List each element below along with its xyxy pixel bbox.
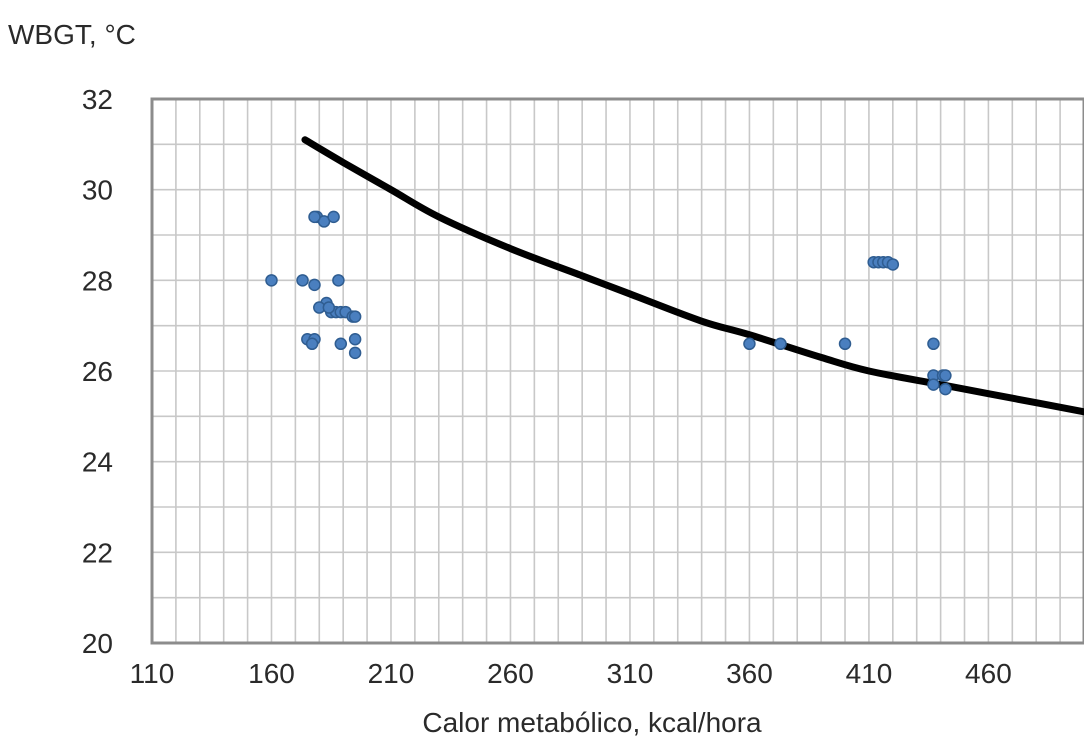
x-tick-label: 210 bbox=[368, 658, 415, 689]
points-layer bbox=[265, 210, 952, 396]
data-point bbox=[774, 337, 787, 351]
data-point bbox=[939, 369, 952, 382]
y-tick-label: 26 bbox=[82, 356, 113, 387]
data-point bbox=[927, 378, 940, 391]
plot-frame bbox=[150, 97, 1084, 645]
y-axis-title: WBGT, °C bbox=[8, 19, 136, 50]
data-point bbox=[348, 310, 362, 323]
x-tick-label: 410 bbox=[846, 658, 893, 689]
x-axis-title: Calor metabólico, kcal/hora bbox=[422, 707, 762, 738]
data-point bbox=[296, 274, 309, 287]
limit-curve bbox=[301, 136, 1084, 416]
data-point bbox=[939, 382, 952, 396]
data-point bbox=[743, 337, 756, 351]
data-point bbox=[308, 210, 321, 224]
y-tick-label: 28 bbox=[82, 265, 113, 296]
data-point bbox=[334, 337, 348, 351]
data-point bbox=[308, 278, 321, 292]
x-tick-label: 260 bbox=[487, 658, 534, 689]
data-point bbox=[886, 258, 900, 271]
data-point bbox=[322, 301, 336, 314]
curve-layer bbox=[301, 136, 1084, 416]
y-tick-label: 20 bbox=[82, 628, 113, 659]
data-point bbox=[838, 337, 852, 351]
data-point bbox=[327, 210, 340, 224]
data-point bbox=[348, 346, 362, 360]
x-tick-label: 110 bbox=[130, 658, 175, 689]
data-point bbox=[305, 337, 319, 351]
data-point bbox=[332, 274, 345, 287]
x-tick-label: 360 bbox=[726, 658, 773, 689]
data-point bbox=[927, 337, 940, 351]
y-tick-label: 22 bbox=[82, 537, 113, 568]
x-tick-label: 460 bbox=[965, 658, 1012, 689]
x-tick-label: 160 bbox=[248, 658, 295, 689]
data-point bbox=[348, 333, 362, 346]
y-tick-label: 32 bbox=[82, 84, 113, 115]
x-tick-label: 310 bbox=[607, 658, 654, 689]
data-point bbox=[265, 274, 278, 287]
y-tick-label: 24 bbox=[82, 447, 113, 478]
x-axis-tick-labels: 110 160 210 260 310 360 410 460 bbox=[130, 658, 1012, 689]
y-tick-label: 30 bbox=[82, 175, 113, 206]
y-axis-tick-labels: 20 22 24 26 28 30 32 bbox=[82, 84, 113, 659]
grid-lines bbox=[151, 98, 1084, 644]
